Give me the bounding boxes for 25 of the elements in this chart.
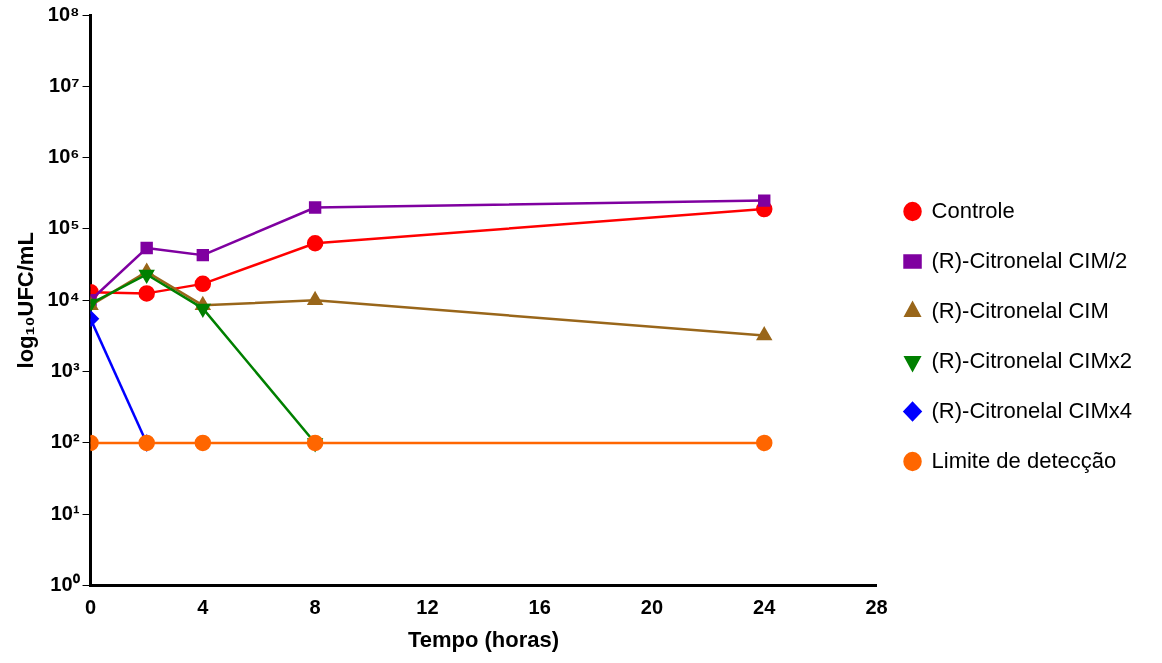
x-tick-label: 4 — [197, 596, 210, 619]
legend-label: (R)-Citronelal CIM — [931, 297, 1109, 323]
legend-label: Limite de detecção — [931, 447, 1117, 473]
y-tick-label: 10⁵ — [47, 216, 80, 239]
y-tick-label: 10⁰ — [50, 573, 80, 596]
x-tick-label: 0 — [84, 596, 97, 619]
y-tick-label: 10⁴ — [47, 287, 80, 310]
legend-label: (R)-Citronelal CIMx4 — [931, 397, 1133, 423]
y-axis-title: log₁₀UFC/mL — [13, 232, 39, 369]
x-tick-label: 16 — [528, 596, 551, 619]
legend-label: Controle — [931, 197, 1015, 223]
x-axis-title: Tempo (horas) — [407, 626, 560, 652]
legend-label: (R)-Citronelal CIM/2 — [931, 247, 1128, 273]
legend-label: (R)-Citronelal CIMx2 — [931, 347, 1133, 373]
x-tick-label: 28 — [865, 596, 888, 619]
y-tick-label: 10¹ — [50, 501, 80, 524]
x-tick-label: 12 — [416, 596, 439, 619]
y-tick-label: 10³ — [50, 359, 80, 382]
y-tick-label: 10² — [50, 430, 80, 453]
y-tick-label: 10⁶ — [48, 145, 80, 168]
y-tick-label: 10⁷ — [49, 73, 80, 96]
x-tick-label: 24 — [753, 596, 777, 619]
x-tick-label: 8 — [309, 596, 321, 619]
x-tick-label: 20 — [640, 596, 664, 619]
y-tick-label: 10⁸ — [47, 2, 80, 25]
